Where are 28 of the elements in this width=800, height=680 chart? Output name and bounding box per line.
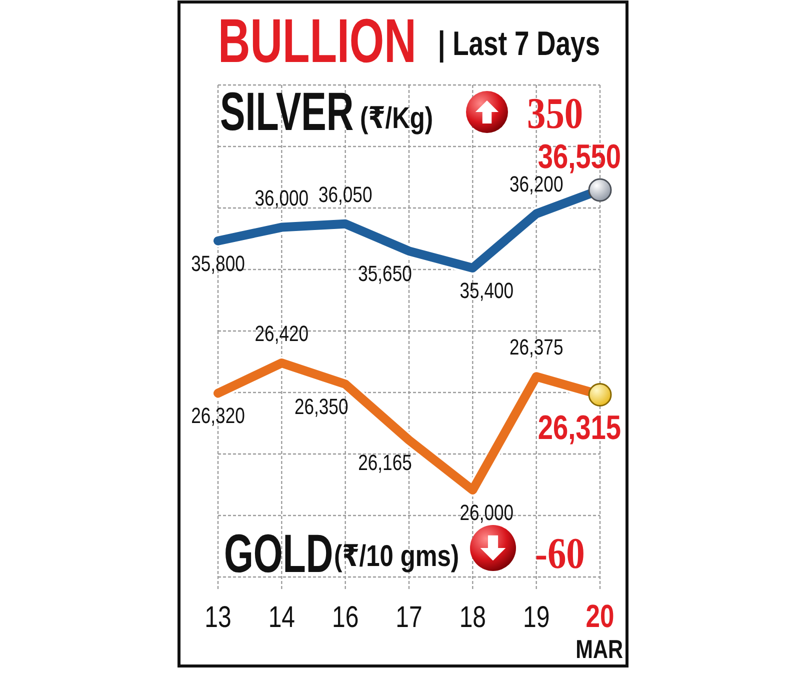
data-label: 36,000 (254, 186, 309, 211)
x-axis-title: MAR (576, 634, 623, 664)
x-tick-label: 19 (522, 599, 550, 634)
x-tick-label: 20 (586, 599, 614, 635)
x-tick-label: 17 (396, 599, 422, 634)
legend-label: SILVER (220, 81, 354, 142)
chart-subtitle: | Last 7 Days (438, 24, 600, 63)
text: GOLD (224, 523, 334, 584)
text: (₹/10 gms) (334, 538, 460, 573)
x-tick-label: 18 (459, 599, 486, 634)
data-label: 35,800 (191, 252, 245, 276)
x-tick-label: 14 (268, 599, 296, 634)
x-tick-label: 16 (332, 599, 359, 634)
data-label: 26,165 (358, 451, 412, 476)
chart-title: BULLION (218, 6, 416, 76)
data-label: 26,350 (294, 395, 348, 420)
text: 350 (527, 89, 584, 138)
data-label: 26,375 (509, 336, 564, 360)
data-label: 26,315 (538, 408, 621, 446)
text: -60 (535, 529, 585, 578)
text: (₹/Kg) (360, 100, 434, 135)
data-label: 26,000 (460, 501, 514, 526)
data-label: 26,420 (254, 322, 309, 347)
x-tick-label: 13 (204, 599, 232, 634)
data-label: 35,650 (358, 262, 412, 287)
data-label: 26,320 (191, 404, 245, 429)
data-label: 35,400 (460, 279, 514, 304)
data-label: 36,050 (318, 183, 372, 208)
